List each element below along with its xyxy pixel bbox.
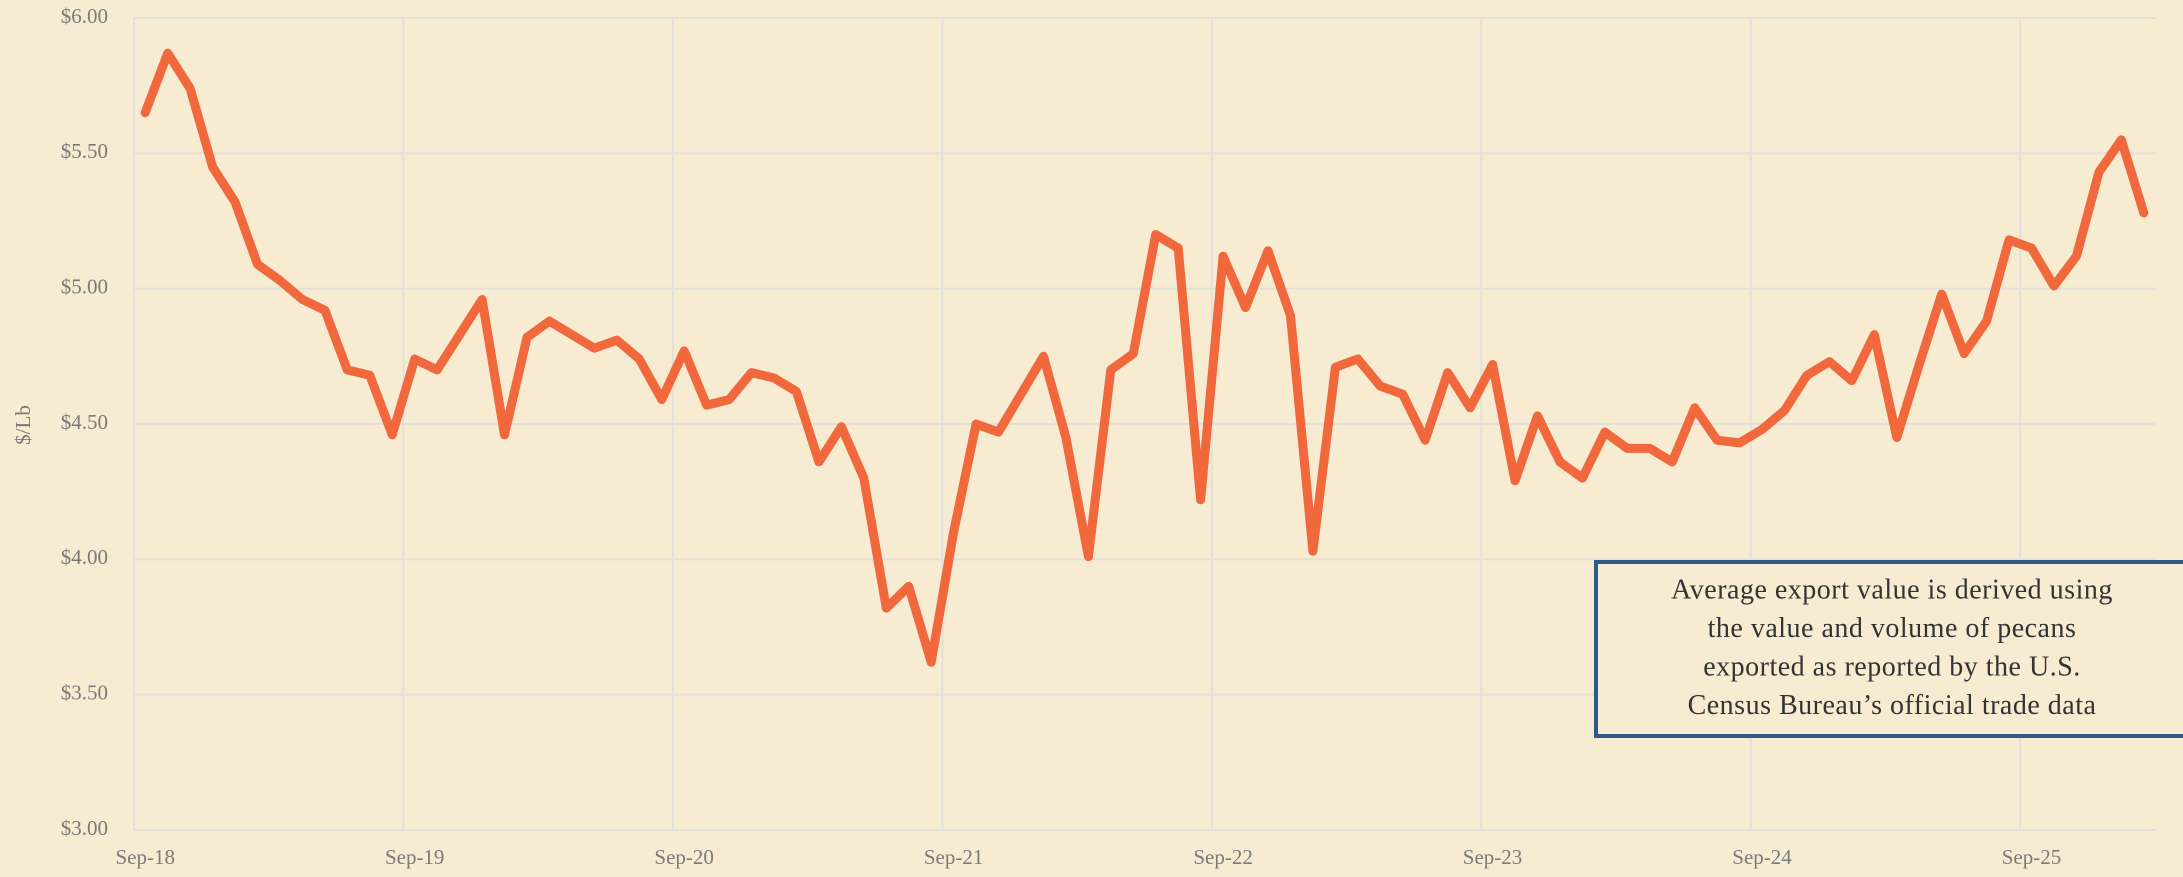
y-axis-label: $/Lb <box>11 405 35 445</box>
annotation: Average export value is derived using the… <box>1671 574 2113 721</box>
x-tick-label: Sep-20 <box>654 845 714 869</box>
labels: $3.00 $3.50 $4.00 $4.50 $5.00 $5.50 $6.00 Sep-1… <box>61 4 2061 869</box>
annotation-box <box>1594 560 2183 738</box>
y-tick-label: $5.50 <box>61 139 108 163</box>
y-tick-label: $3.50 <box>61 680 108 704</box>
annotation-line: the value and volume of pecans <box>1708 613 2077 644</box>
x-tick-label: Sep-23 <box>1463 845 1523 869</box>
line-series <box>140 48 2149 667</box>
x-tick-label: Sep-19 <box>385 845 445 869</box>
annotation-line: exported as reported by the U.S. <box>1703 651 2081 682</box>
x-tick-label: Sep-22 <box>1193 845 1253 869</box>
annotation-line: Census Bureau’s official trade data <box>1688 690 2097 721</box>
x-tick-label: Sep-18 <box>115 845 175 869</box>
y-tick-label: $4.50 <box>61 410 108 434</box>
x-tick-label: Sep-24 <box>1732 845 1792 869</box>
y-tick-label: $4.00 <box>61 545 108 569</box>
y-tick-label: $5.00 <box>61 274 108 298</box>
marks <box>140 48 2149 667</box>
y-tick-label: $6.00 <box>61 4 108 28</box>
annotation-line: Average export value is derived using <box>1671 574 2113 605</box>
x-tick-label: Sep-25 <box>2002 845 2062 869</box>
y-tick-label: $3.00 <box>61 816 108 840</box>
x-tick-label: Sep-21 <box>924 845 984 869</box>
